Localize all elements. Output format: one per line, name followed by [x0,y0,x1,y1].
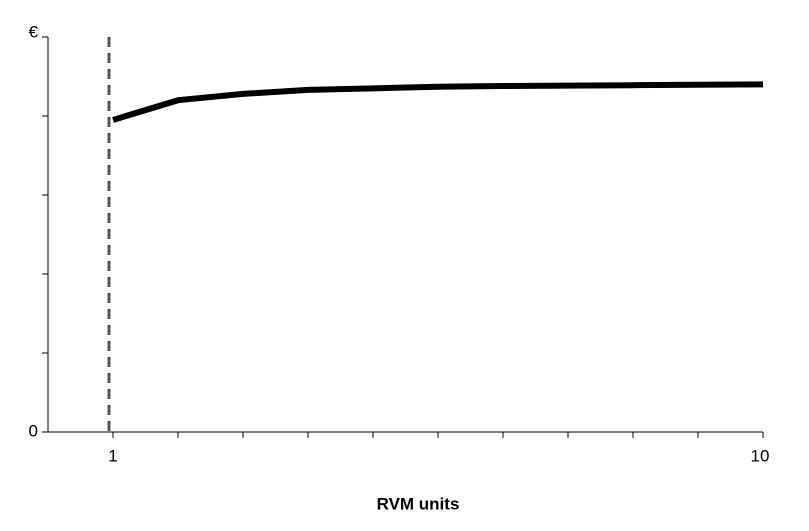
y-tick-label: 0 [29,421,38,440]
y-tick-label: € [29,22,39,41]
x-tick-label: 10 [751,446,770,465]
x-axis-label: RVM units [377,494,460,513]
data-line [112,81,764,123]
x-tick-label: 1 [108,446,117,465]
